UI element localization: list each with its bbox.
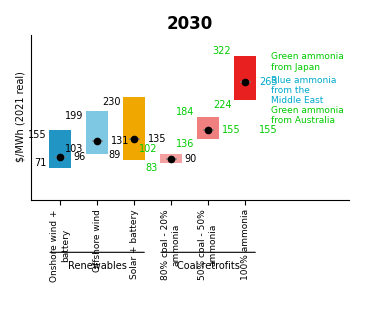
Bar [49, 130, 71, 168]
Title: 2030: 2030 [167, 15, 213, 33]
Text: 224: 224 [213, 100, 232, 109]
Bar [197, 118, 219, 139]
Text: 155: 155 [222, 125, 240, 135]
Text: 135: 135 [148, 134, 166, 144]
Text: 155: 155 [28, 130, 47, 141]
Text: 90: 90 [185, 154, 197, 164]
Bar [123, 97, 145, 160]
Text: 83: 83 [145, 162, 157, 172]
Text: Green ammonia
from Japan: Green ammonia from Japan [271, 52, 344, 72]
Text: Renewables: Renewables [68, 261, 127, 271]
Text: 155: 155 [259, 125, 277, 135]
Text: 199: 199 [65, 111, 83, 121]
Text: 263: 263 [259, 77, 277, 87]
Y-axis label: $/MWh (2021 real): $/MWh (2021 real) [15, 72, 25, 162]
Bar [160, 154, 182, 162]
Text: 184: 184 [176, 108, 195, 118]
Text: 230: 230 [102, 97, 120, 107]
Text: Coal retrofits: Coal retrofits [177, 261, 240, 271]
Text: 71: 71 [34, 158, 47, 168]
Text: 89: 89 [108, 150, 120, 160]
Text: Green ammonia
from Australia: Green ammonia from Australia [271, 106, 344, 125]
Text: Blue ammonia
from the
Middle East: Blue ammonia from the Middle East [271, 76, 337, 105]
Text: 136: 136 [176, 139, 195, 149]
Text: 131: 131 [111, 136, 129, 146]
Text: 103: 103 [65, 144, 83, 154]
Text: 102: 102 [139, 144, 157, 154]
Text: 96: 96 [74, 152, 86, 162]
Bar [86, 111, 108, 154]
Bar [234, 56, 256, 100]
Text: 322: 322 [213, 46, 232, 56]
